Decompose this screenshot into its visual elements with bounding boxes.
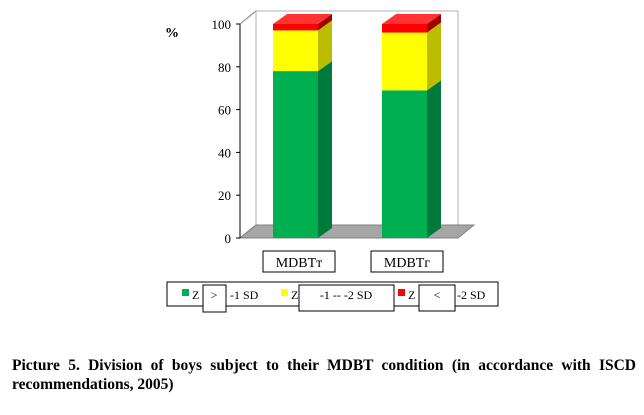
category-labels: MDBTт MDBTг bbox=[262, 250, 444, 273]
y-tick-label: 40 bbox=[218, 145, 231, 160]
category-box bbox=[262, 250, 336, 273]
y-tick-label: 20 bbox=[218, 188, 231, 203]
legend: Z > -1 SD Z -1 -- -2 SD Z < -2 SD bbox=[166, 281, 499, 313]
legend-label: -2 SD bbox=[457, 288, 486, 302]
bar-segment bbox=[273, 24, 318, 31]
bar-top bbox=[382, 14, 441, 24]
legend-swatch bbox=[398, 289, 405, 296]
legend-label: -1 -- -2 SD bbox=[320, 288, 373, 302]
y-tick-label: 80 bbox=[218, 60, 231, 75]
legend-sign-box bbox=[418, 284, 456, 312]
bar-segment bbox=[382, 32, 427, 91]
legend-label: Z bbox=[291, 288, 298, 302]
bar-segment bbox=[382, 90, 427, 238]
y-tick-label: 0 bbox=[225, 231, 232, 246]
bar-segment bbox=[273, 71, 318, 238]
bar-side bbox=[318, 20, 332, 72]
bars bbox=[273, 14, 441, 238]
y-tick-label: 100 bbox=[212, 17, 232, 32]
category-label: MDBTт bbox=[276, 256, 323, 271]
bar-segment bbox=[382, 24, 427, 33]
bar-side bbox=[427, 80, 441, 238]
category-box bbox=[370, 250, 444, 273]
y-tick-label: 60 bbox=[218, 103, 231, 118]
bar-top bbox=[273, 14, 332, 24]
bar-side bbox=[427, 22, 441, 91]
legend-label: > bbox=[211, 288, 218, 302]
category-label: MDBTг bbox=[384, 256, 430, 271]
legend-label: < bbox=[434, 288, 441, 302]
bar-side bbox=[427, 14, 441, 33]
legend-swatch bbox=[182, 289, 189, 296]
legend-swatch bbox=[281, 289, 288, 296]
legend-label: -1 SD bbox=[230, 288, 259, 302]
figure-caption: Picture 5. Division of boys subject to t… bbox=[12, 357, 636, 393]
stacked-bar-chart: 0 20 40 60 80 100 MDBTт MDBTг Z > -1 SD Z -1 -- -2… bbox=[165, 9, 499, 313]
legend-label: Z bbox=[408, 288, 415, 302]
bar-side bbox=[318, 61, 332, 238]
bar-segment bbox=[273, 30, 318, 72]
bar-side bbox=[318, 14, 332, 31]
legend-sign-box bbox=[202, 284, 227, 313]
legend-label: Z bbox=[192, 288, 199, 302]
y-axis-label: % bbox=[165, 26, 179, 41]
legend-sign-box bbox=[298, 284, 395, 312]
side-wall bbox=[239, 9, 257, 240]
y-axis: 0 20 40 60 80 100 bbox=[212, 17, 241, 246]
